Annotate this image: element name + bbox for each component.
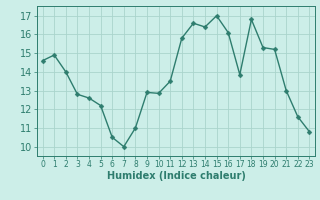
X-axis label: Humidex (Indice chaleur): Humidex (Indice chaleur)	[107, 171, 245, 181]
